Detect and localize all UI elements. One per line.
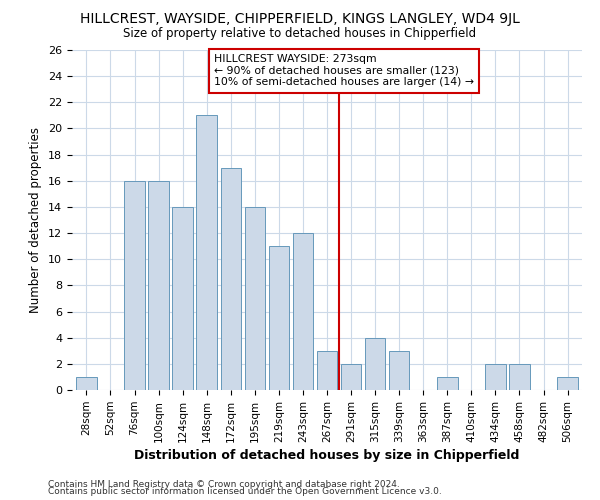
Bar: [293, 233, 313, 390]
Bar: [221, 168, 241, 390]
Y-axis label: Number of detached properties: Number of detached properties: [29, 127, 43, 313]
Bar: [557, 377, 578, 390]
Bar: [172, 207, 193, 390]
Bar: [317, 351, 337, 390]
Bar: [365, 338, 385, 390]
Bar: [389, 351, 409, 390]
Bar: [76, 377, 97, 390]
Bar: [269, 246, 289, 390]
Bar: [148, 181, 169, 390]
X-axis label: Distribution of detached houses by size in Chipperfield: Distribution of detached houses by size …: [134, 449, 520, 462]
Bar: [196, 116, 217, 390]
Bar: [509, 364, 530, 390]
Text: HILLCREST WAYSIDE: 273sqm
← 90% of detached houses are smaller (123)
10% of semi: HILLCREST WAYSIDE: 273sqm ← 90% of detac…: [214, 54, 474, 87]
Text: HILLCREST, WAYSIDE, CHIPPERFIELD, KINGS LANGLEY, WD4 9JL: HILLCREST, WAYSIDE, CHIPPERFIELD, KINGS …: [80, 12, 520, 26]
Bar: [245, 207, 265, 390]
Bar: [437, 377, 458, 390]
Text: Size of property relative to detached houses in Chipperfield: Size of property relative to detached ho…: [124, 28, 476, 40]
Text: Contains public sector information licensed under the Open Government Licence v3: Contains public sector information licen…: [48, 487, 442, 496]
Bar: [341, 364, 361, 390]
Bar: [124, 181, 145, 390]
Text: Contains HM Land Registry data © Crown copyright and database right 2024.: Contains HM Land Registry data © Crown c…: [48, 480, 400, 489]
Bar: [485, 364, 506, 390]
